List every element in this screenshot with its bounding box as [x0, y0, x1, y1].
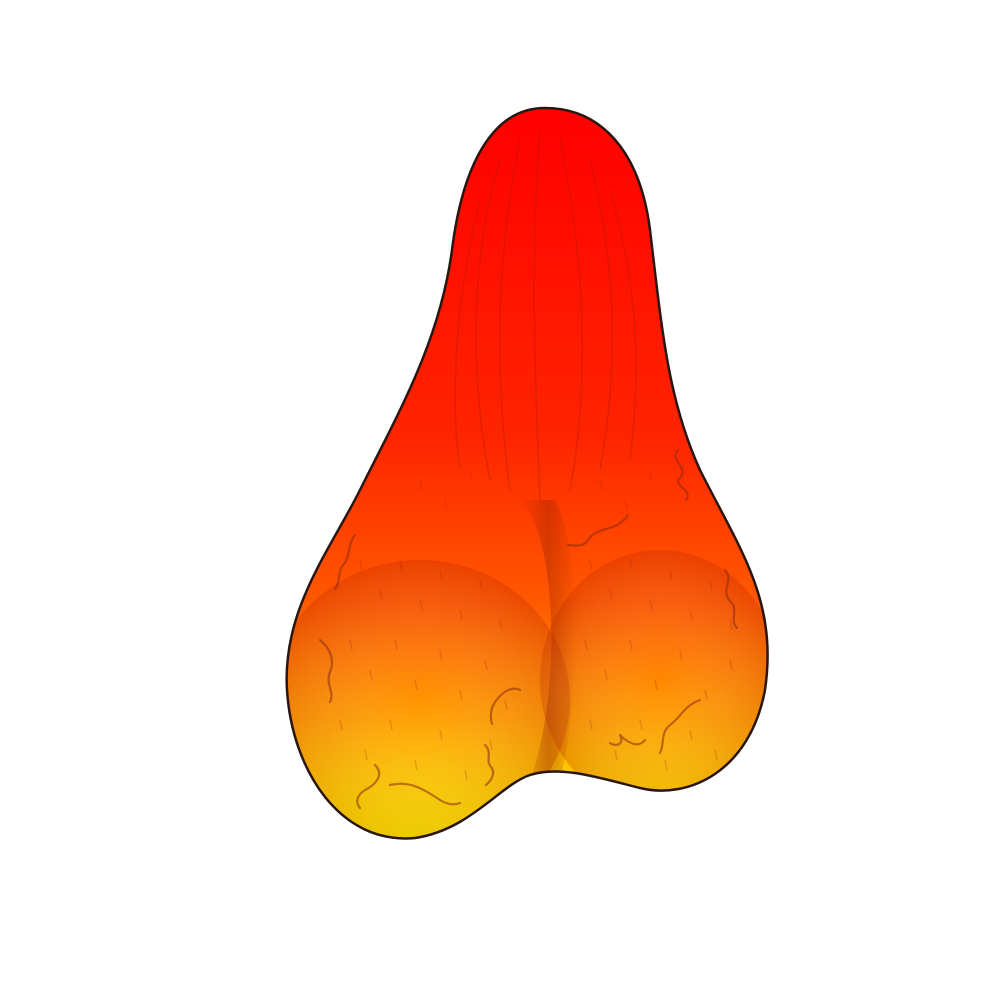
body-outline	[285, 106, 769, 840]
texture-dashes	[339, 469, 733, 781]
veins	[318, 448, 739, 810]
surface-details	[286, 129, 768, 839]
